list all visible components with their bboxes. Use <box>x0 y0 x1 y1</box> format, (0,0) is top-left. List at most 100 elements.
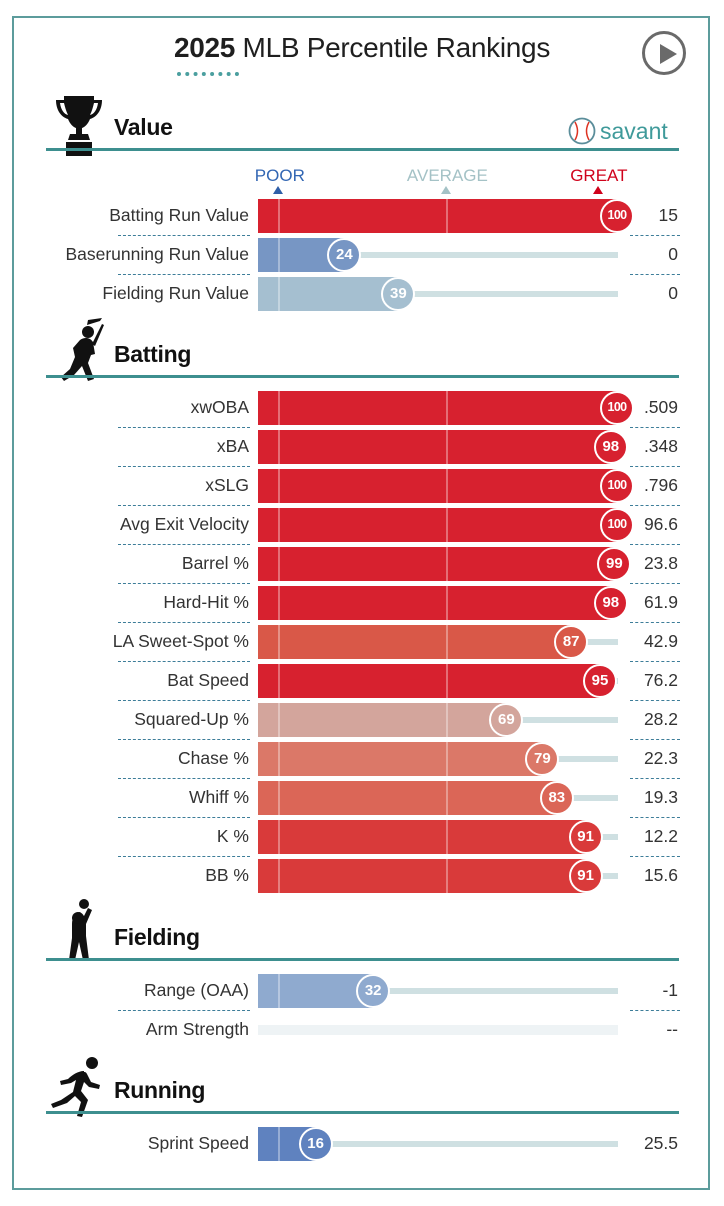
scale-marker-great <box>593 186 604 194</box>
percentile-bar <box>258 974 374 1008</box>
row-separator <box>630 778 680 779</box>
percentile-marker: 79 <box>525 742 560 776</box>
percentile-bar <box>258 391 617 425</box>
runner-icon <box>48 1055 110 1124</box>
bar-guide-line <box>277 199 280 233</box>
bar-guide-line <box>277 391 280 425</box>
row-separator <box>118 661 250 662</box>
metric-label: Batting Run Value <box>109 205 249 225</box>
metric-label: Hard-Hit % <box>163 592 249 612</box>
row-separator <box>118 856 250 857</box>
scale-label-great: GREAT <box>570 166 628 185</box>
play-button[interactable] <box>642 31 686 75</box>
bar-guide-line <box>445 781 448 815</box>
bar-guide-line <box>445 430 448 464</box>
metric-value: 15.6 <box>643 865 678 885</box>
scale-marker-poor <box>272 186 283 194</box>
row-separator <box>630 505 680 506</box>
section-title-value: Value <box>114 114 173 140</box>
row-separator <box>118 583 250 584</box>
percentile-marker: 100 <box>600 391 634 425</box>
row-separator <box>118 700 250 701</box>
bar-guide-line <box>445 859 448 893</box>
row-separator <box>118 544 250 545</box>
metric-value: 96.6 <box>643 514 678 534</box>
percentile-track <box>258 1141 618 1147</box>
metric-value: .348 <box>643 436 678 456</box>
percentile-marker: 32 <box>356 974 391 1008</box>
row-separator <box>630 700 680 701</box>
bar-guide-line <box>445 508 448 542</box>
row-separator <box>630 739 680 740</box>
metric-value: .509 <box>643 397 678 417</box>
percentile-track <box>258 291 618 297</box>
row-separator <box>118 622 250 623</box>
percentile-marker: 91 <box>568 820 603 854</box>
trophy-icon <box>54 94 104 163</box>
percentile-marker: 95 <box>583 664 617 698</box>
bar-guide-line <box>277 586 280 620</box>
percentile-bar <box>258 469 617 503</box>
scale-label-average: AVERAGE <box>406 166 488 185</box>
percentile-marker: 87 <box>554 625 589 659</box>
row-separator <box>118 505 250 506</box>
row-separator <box>630 661 680 662</box>
bar-guide-line <box>445 820 448 854</box>
section-divider <box>46 375 679 378</box>
percentile-marker: 39 <box>381 277 416 311</box>
percentile-marker: 98 <box>593 586 628 620</box>
scale-marker-average <box>440 186 451 194</box>
section-title-running: Running <box>114 1077 206 1103</box>
row-separator <box>630 466 680 467</box>
bar-guide-line <box>445 199 448 233</box>
percentile-bar <box>258 664 600 698</box>
row-separator <box>118 778 250 779</box>
bar-guide-line <box>277 1127 280 1161</box>
bar-guide-line <box>445 664 448 698</box>
metric-label: Arm Strength <box>145 1019 249 1039</box>
percentile-bar <box>258 199 617 233</box>
bar-guide-line <box>445 469 448 503</box>
metric-value: 0 <box>668 283 678 303</box>
bar-guide-line <box>445 625 448 659</box>
metric-value: 76.2 <box>643 670 678 690</box>
percentile-marker: 24 <box>327 238 362 272</box>
section-divider <box>46 148 679 151</box>
row-separator <box>630 1010 680 1011</box>
metric-label: K % <box>216 826 249 846</box>
percentile-bar <box>258 547 615 581</box>
percentile-bar <box>258 859 586 893</box>
row-separator <box>630 544 680 545</box>
page-title: 2025 MLB Percentile Rankings <box>0 32 724 64</box>
row-separator <box>630 817 680 818</box>
bar-guide-line <box>277 664 280 698</box>
bar-guide-line <box>277 508 280 542</box>
metric-value: 61.9 <box>643 592 678 612</box>
metric-label: Fielding Run Value <box>102 283 249 303</box>
bar-guide-line <box>277 703 280 737</box>
metric-label: Whiff % <box>189 787 249 807</box>
play-icon <box>660 44 677 64</box>
metric-label: Barrel % <box>181 553 249 573</box>
percentile-marker: 100 <box>600 469 634 503</box>
metric-value: 25.5 <box>643 1133 678 1153</box>
metric-label: Baserunning Run Value <box>65 244 249 264</box>
bar-guide-line <box>277 859 280 893</box>
savant-logo[interactable]: savant <box>568 115 668 147</box>
row-separator <box>118 235 250 236</box>
section-title-fielding: Fielding <box>114 924 200 950</box>
percentile-bar <box>258 742 543 776</box>
title-text: MLB Percentile Rankings <box>235 32 551 63</box>
bar-guide-line <box>277 238 280 272</box>
empty-track <box>258 1025 618 1035</box>
scale-label-poor: POOR <box>254 166 305 185</box>
percentile-bar <box>258 430 611 464</box>
row-separator <box>630 856 680 857</box>
metric-value: 23.8 <box>643 553 678 573</box>
row-separator <box>118 274 250 275</box>
percentile-bar <box>258 508 617 542</box>
bar-guide-line <box>445 586 448 620</box>
percentile-bar <box>258 820 586 854</box>
metric-label: Sprint Speed <box>147 1133 249 1153</box>
metric-label: Bat Speed <box>167 670 249 690</box>
